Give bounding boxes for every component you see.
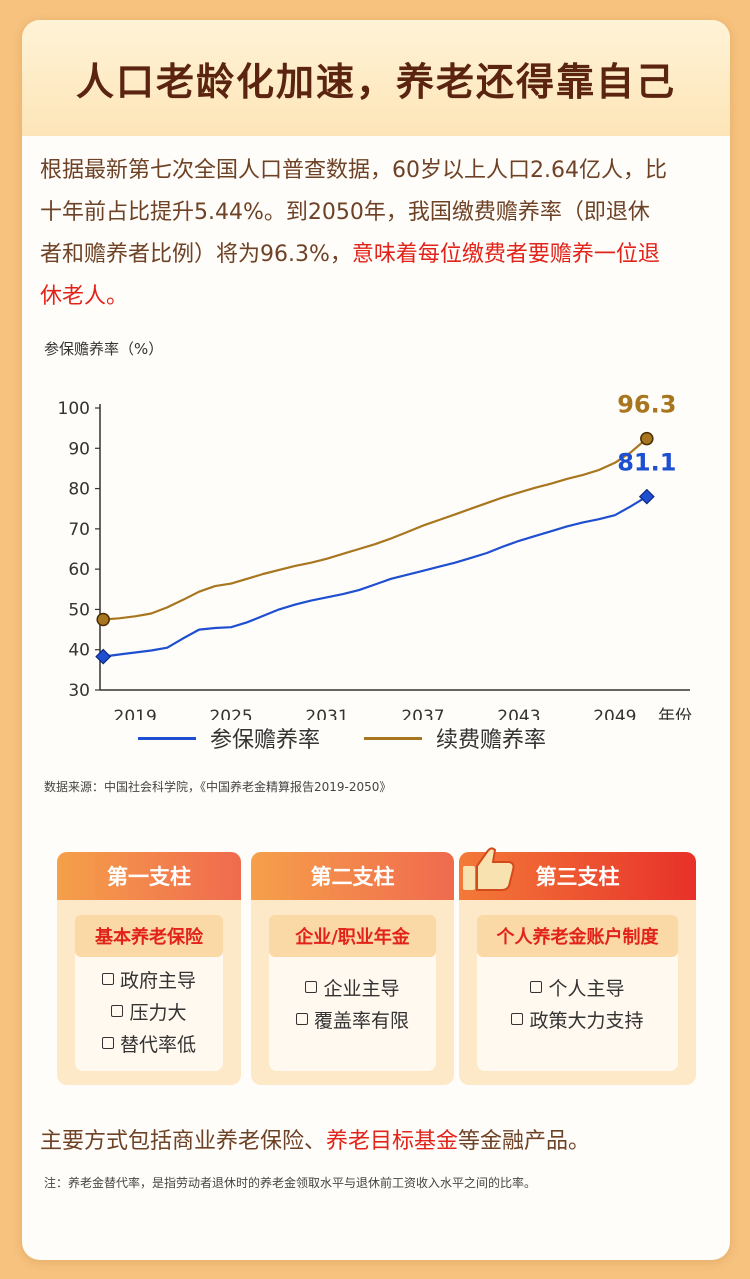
- y-tick-label: 80: [68, 480, 90, 500]
- series-marker: [95, 648, 112, 665]
- x-tick-label: 2031: [305, 707, 348, 720]
- series-line-1: [103, 437, 648, 621]
- checkbox-icon: [111, 1005, 124, 1017]
- y-tick-label: 70: [68, 520, 90, 540]
- pillar-body: 基本养老保险 政府主导 压力大 替代率低: [75, 915, 223, 1071]
- pillar-item: 替代率低: [75, 1029, 223, 1061]
- pillar-body: 企业/职业年金 企业主导 覆盖率有限: [269, 915, 436, 1071]
- pillar-item: 压力大: [75, 997, 223, 1029]
- series-marker: [640, 431, 654, 446]
- pillar-title: 第二支柱: [251, 852, 454, 900]
- y-tick-label: 100: [58, 399, 90, 419]
- series-marker: [96, 612, 110, 627]
- x-tick-label: 2037: [401, 707, 444, 720]
- pillar-item: 企业主导: [269, 973, 436, 1005]
- pillar-item: 政府主导: [75, 965, 223, 997]
- pillar-item: 覆盖率有限: [269, 1005, 436, 1037]
- checkbox-icon: [530, 981, 543, 993]
- line-chart: 100 90 80 70 60 50 40 30 2019 2025 2031 2037 2043 204…: [58, 391, 692, 720]
- checkbox-icon: [511, 1013, 524, 1025]
- x-axis-title: 年份: [658, 707, 692, 720]
- x-tick-label: 2049: [593, 707, 636, 720]
- y-axis-title: 参保赡养率（%）: [44, 340, 164, 358]
- pillar-tag: 基本养老保险: [75, 915, 223, 957]
- intro-highlight: 意味着每位缴费者要赡养一位退休老人。: [40, 242, 660, 309]
- checkbox-icon: [295, 1013, 308, 1025]
- legend-swatch-blue: [138, 736, 196, 740]
- x-tick-label: 2019: [114, 707, 157, 720]
- legend-label-blue: 参保赡养率: [210, 728, 321, 753]
- checkbox-icon: [305, 981, 318, 993]
- data-label: 96.3: [617, 391, 676, 419]
- pillar-item: 个人主导: [477, 973, 678, 1005]
- pillar-tag: 个人养老金账户制度: [477, 915, 678, 957]
- x-tick-label: 2025: [209, 707, 252, 720]
- x-tick-label: 2043: [497, 707, 540, 720]
- pillar-body: 个人养老金账户制度 个人主导 政策大力支持: [477, 915, 678, 1071]
- thumbs-up-icon: [463, 847, 515, 891]
- y-tick-label: 40: [68, 641, 90, 661]
- header-banner: 人口老龄化加速，养老还得靠自己: [22, 20, 730, 136]
- chart-legend: 参保赡养率 续费赡养率: [138, 722, 590, 754]
- data-label: 81.1: [617, 449, 676, 477]
- checkbox-icon: [101, 1037, 114, 1049]
- series-marker: [638, 488, 655, 505]
- legend-swatch-gold: [364, 736, 423, 740]
- bottom-highlight: 养老目标基金: [326, 1129, 459, 1154]
- legend-label-gold: 续费赡养率: [436, 728, 547, 753]
- y-tick-label: 30: [68, 681, 90, 701]
- pillar-title: 第一支柱: [57, 852, 241, 900]
- y-tick-label: 60: [68, 560, 90, 580]
- data-source: 数据来源：中国社会科学院，《中国养老金精算报告2019-2050》: [44, 780, 392, 794]
- y-tick-label: 50: [68, 600, 90, 620]
- pillar-card-1: 第一支柱 基本养老保险 政府主导 压力大 替代率低: [57, 852, 241, 1085]
- pillar-tag: 企业/职业年金: [269, 915, 436, 957]
- intro-text: 根据最新第七次全国人口普查数据，60岁以上人口2.64亿人，比十年前占比提升5.…: [40, 158, 667, 267]
- legend-item-blue: 参保赡养率: [138, 722, 320, 754]
- footnote: 注：养老金替代率，是指劳动者退休时的养老金领取水平与退休前工资收入水平之间的比率…: [44, 1176, 537, 1190]
- series-line-0: [103, 495, 648, 658]
- y-tick-label: 90: [68, 439, 90, 459]
- bottom-summary: 主要方式包括商业养老保险、养老目标基金等金融产品。: [40, 1129, 591, 1154]
- legend-item-gold: 续费赡养率: [364, 722, 546, 754]
- checkbox-icon: [101, 973, 114, 985]
- page-title: 人口老龄化加速，养老还得靠自己: [75, 59, 676, 104]
- intro-paragraph: 根据最新第七次全国人口普查数据，60岁以上人口2.64亿人，比十年前占比提升5.…: [40, 150, 670, 318]
- pillar-item: 政策大力支持: [477, 1005, 678, 1037]
- pillar-card-3: 第三支柱 个人养老金账户制度 个人主导 政策大力支持: [459, 847, 696, 1085]
- pillar-card-2: 第二支柱 企业/职业年金 企业主导 覆盖率有限: [251, 852, 454, 1085]
